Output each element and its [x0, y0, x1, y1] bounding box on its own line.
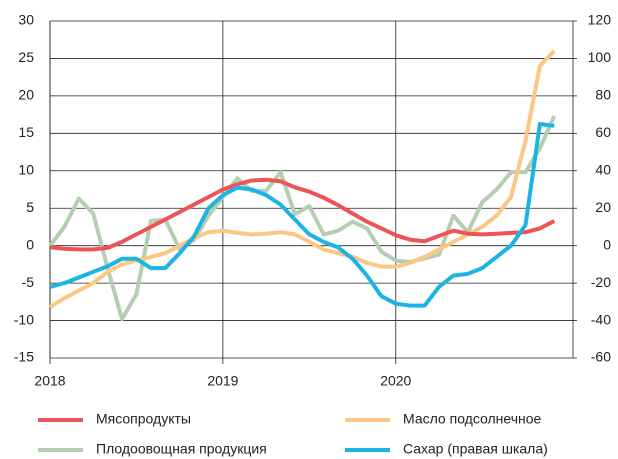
x-tick-label: 2018 — [34, 373, 65, 389]
y2-tick-label: 20 — [595, 199, 611, 215]
y-tick-label: 20 — [18, 87, 34, 103]
legend-label: Сахар (правая шкала) — [403, 441, 548, 457]
x-tick-label: 2020 — [380, 373, 411, 389]
y-tick-label: 15 — [18, 124, 34, 140]
y2-tick-label: -60 — [591, 349, 611, 365]
legend-label: Масло подсолнечное — [403, 411, 542, 427]
legend-label: Мясопродукты — [96, 411, 191, 427]
y-tick-label: 0 — [26, 236, 34, 252]
y-tick-label: -10 — [14, 311, 34, 327]
y2-tick-label: 0 — [603, 236, 611, 252]
y2-tick-label: 120 — [588, 12, 612, 28]
y-tick-label: -5 — [22, 274, 35, 290]
y2-tick-label: 40 — [595, 161, 611, 177]
y2-tick-label: -40 — [591, 311, 611, 327]
y-tick-label: -15 — [14, 349, 34, 365]
y2-tick-label: 80 — [595, 87, 611, 103]
y2-tick-label: -20 — [591, 274, 611, 290]
series-line — [49, 122, 555, 308]
y-tick-label: 25 — [18, 49, 34, 65]
x-tick-label: 2019 — [207, 373, 238, 389]
y-tick-label: 5 — [26, 199, 34, 215]
y2-tick-label: 60 — [595, 124, 611, 140]
y-tick-label: 10 — [18, 161, 34, 177]
series-line — [48, 115, 557, 322]
y-tick-label: 30 — [18, 12, 34, 28]
series-line — [49, 177, 556, 252]
y2-tick-label: 100 — [588, 49, 612, 65]
legend-label: Плодоовощная продукция — [96, 441, 267, 457]
